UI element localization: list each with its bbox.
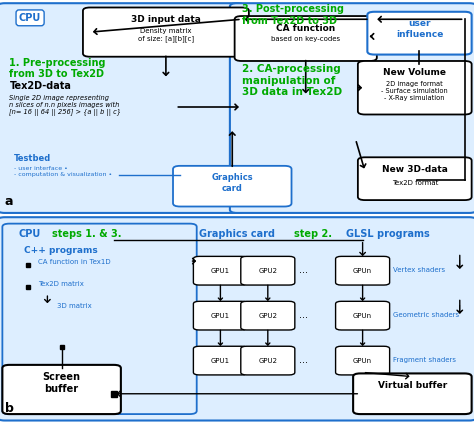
Text: Tex2D-data: Tex2D-data bbox=[9, 81, 72, 91]
FancyBboxPatch shape bbox=[173, 166, 292, 207]
Text: Tex2D format: Tex2D format bbox=[392, 180, 438, 186]
FancyBboxPatch shape bbox=[230, 3, 474, 213]
Text: Geometric shaders: Geometric shaders bbox=[393, 312, 460, 318]
FancyBboxPatch shape bbox=[367, 12, 472, 55]
Text: user
influence: user influence bbox=[396, 19, 443, 39]
FancyBboxPatch shape bbox=[193, 346, 247, 375]
Text: Graphics card: Graphics card bbox=[199, 229, 275, 239]
Text: GPUn: GPUn bbox=[353, 357, 372, 364]
Text: b: b bbox=[5, 402, 14, 415]
Text: ↓: ↓ bbox=[455, 260, 465, 270]
Text: Single 2D image representing
n slices of n.n pixels images with
[n= 16 || 64 || : Single 2D image representing n slices of… bbox=[9, 95, 121, 116]
FancyBboxPatch shape bbox=[2, 365, 121, 414]
Text: 2. CA-processing
manipulation of
3D data in Tex2D: 2. CA-processing manipulation of 3D data… bbox=[242, 64, 342, 98]
FancyBboxPatch shape bbox=[193, 256, 247, 285]
FancyBboxPatch shape bbox=[2, 223, 197, 414]
FancyBboxPatch shape bbox=[0, 3, 244, 213]
Text: GPU1: GPU1 bbox=[211, 268, 230, 274]
Text: 1. Pre-processing
from 3D to Tex2D: 1. Pre-processing from 3D to Tex2D bbox=[9, 58, 106, 79]
Text: Testbed: Testbed bbox=[14, 154, 52, 163]
Text: GPU1: GPU1 bbox=[211, 357, 230, 364]
Text: New 3D-data: New 3D-data bbox=[382, 165, 447, 174]
FancyBboxPatch shape bbox=[336, 256, 390, 285]
FancyBboxPatch shape bbox=[83, 8, 249, 57]
FancyBboxPatch shape bbox=[235, 16, 377, 61]
Text: GLSL programs: GLSL programs bbox=[346, 229, 430, 239]
Text: - user interface •
- computation & visualization •: - user interface • - computation & visua… bbox=[14, 166, 112, 177]
Text: ↓: ↓ bbox=[455, 305, 465, 315]
Text: GPU2: GPU2 bbox=[258, 357, 277, 364]
Text: a: a bbox=[5, 195, 13, 208]
Text: GPUn: GPUn bbox=[353, 268, 372, 274]
FancyBboxPatch shape bbox=[193, 301, 247, 330]
Text: Screen
buffer: Screen buffer bbox=[43, 372, 81, 394]
Text: 2D image format
- Surface simulation
- X-Ray simulation: 2D image format - Surface simulation - X… bbox=[382, 81, 448, 101]
FancyBboxPatch shape bbox=[241, 346, 295, 375]
Text: step 2.: step 2. bbox=[294, 229, 332, 239]
FancyBboxPatch shape bbox=[241, 301, 295, 330]
Text: GPU2: GPU2 bbox=[258, 312, 277, 319]
Text: 3D input data: 3D input data bbox=[131, 15, 201, 24]
FancyBboxPatch shape bbox=[336, 301, 390, 330]
FancyBboxPatch shape bbox=[241, 256, 295, 285]
Text: ...: ... bbox=[299, 265, 308, 275]
Text: 3. Post-processing
from Tex2D to 3D: 3. Post-processing from Tex2D to 3D bbox=[242, 4, 344, 26]
Text: ...: ... bbox=[299, 309, 308, 320]
Text: New Volume: New Volume bbox=[383, 68, 446, 77]
Text: Vertex shaders: Vertex shaders bbox=[393, 267, 446, 273]
Text: CA function in Tex1D: CA function in Tex1D bbox=[38, 259, 110, 265]
Text: Fragment shaders: Fragment shaders bbox=[393, 357, 456, 363]
FancyBboxPatch shape bbox=[336, 346, 390, 375]
Text: CA function: CA function bbox=[276, 24, 336, 33]
Text: 3D matrix: 3D matrix bbox=[57, 303, 91, 309]
Text: ...: ... bbox=[299, 354, 308, 365]
Text: GPU2: GPU2 bbox=[258, 268, 277, 274]
Text: Graphics
card: Graphics card bbox=[211, 173, 253, 193]
Text: GPU1: GPU1 bbox=[211, 312, 230, 319]
Text: Tex2D matrix: Tex2D matrix bbox=[38, 280, 84, 287]
FancyBboxPatch shape bbox=[358, 61, 472, 115]
Text: Density matrix
of size: [a][b][c]: Density matrix of size: [a][b][c] bbox=[138, 28, 194, 42]
Text: steps 1. & 3.: steps 1. & 3. bbox=[52, 229, 122, 239]
Text: Virtual buffer: Virtual buffer bbox=[378, 381, 447, 390]
Text: based on key-codes: based on key-codes bbox=[271, 36, 340, 42]
Text: CPU: CPU bbox=[19, 13, 41, 23]
Text: CPU: CPU bbox=[19, 229, 41, 239]
FancyBboxPatch shape bbox=[353, 373, 472, 414]
Text: C++ programs: C++ programs bbox=[24, 246, 98, 255]
FancyBboxPatch shape bbox=[0, 217, 474, 420]
FancyBboxPatch shape bbox=[358, 158, 472, 200]
Text: GPUn: GPUn bbox=[353, 312, 372, 319]
